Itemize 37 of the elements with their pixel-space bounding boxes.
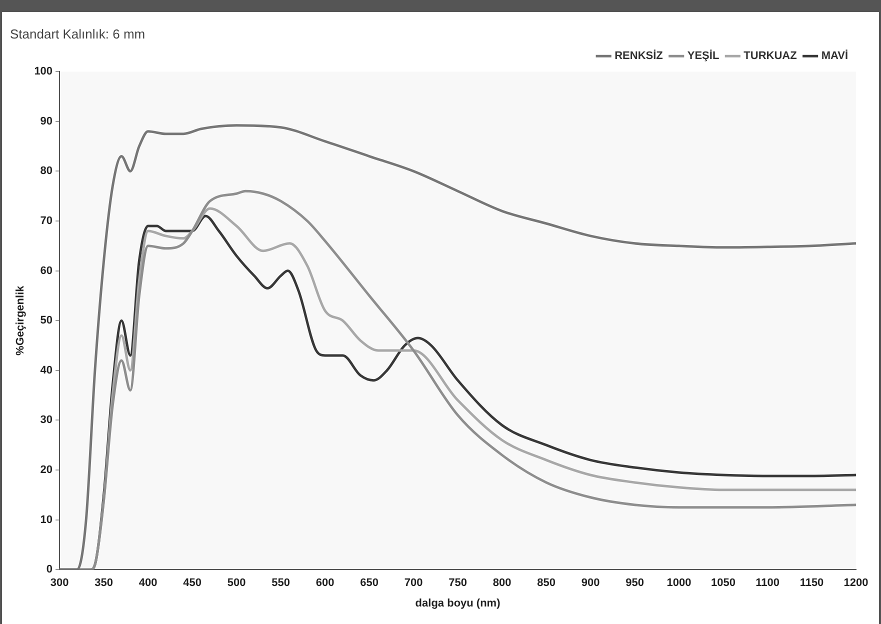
y-tick-label: 60	[40, 264, 53, 277]
legend-label: YEŞİL	[687, 49, 720, 62]
x-tick-label: 300	[50, 577, 69, 590]
x-tick-label: 750	[448, 577, 467, 590]
y-tick-label: 30	[40, 414, 53, 426]
x-tick-label: 1200	[844, 577, 868, 590]
x-tick-label: 450	[183, 577, 202, 590]
x-tick-label: 550	[272, 577, 290, 590]
x-tick-label: 600	[316, 577, 334, 590]
x-tick-label: 1050	[711, 577, 736, 590]
x-tick-label: 700	[404, 577, 423, 590]
x-tick-label: 950	[626, 577, 644, 590]
x-tick-label: 800	[492, 577, 512, 590]
y-tick-label: 70	[40, 215, 53, 228]
y-tick-label: 0	[46, 564, 53, 576]
x-axis-title: dalga boyu (nm)	[415, 597, 501, 610]
y-tick-label: 50	[40, 314, 53, 327]
y-tick-label: 90	[40, 115, 53, 128]
x-tick-label: 650	[360, 577, 378, 590]
x-tick-label: 1000	[666, 577, 692, 590]
x-tick-label: 1100	[756, 577, 780, 590]
y-tick-label: 10	[40, 514, 53, 526]
x-tick-label: 400	[138, 577, 158, 590]
chart-title: Standart Kalınlık: 6 mm	[10, 26, 146, 42]
x-tick-label: 900	[581, 577, 600, 590]
legend-label: RENKSİZ	[614, 49, 664, 62]
y-tick-label: 100	[34, 66, 53, 78]
x-tick-label: 350	[94, 577, 113, 590]
y-tick-label: 40	[40, 364, 53, 376]
y-axis-title: %Geçirgenlik	[14, 284, 27, 356]
x-tick-label: 1150	[800, 577, 824, 590]
x-tick-label: 500	[227, 577, 246, 590]
x-tick-label: 850	[537, 577, 556, 590]
legend-label: TURKUAZ	[744, 50, 798, 62]
y-tick-label: 80	[40, 165, 53, 178]
y-tick-label: 20	[40, 464, 53, 476]
legend-label: MAVİ	[821, 49, 848, 62]
